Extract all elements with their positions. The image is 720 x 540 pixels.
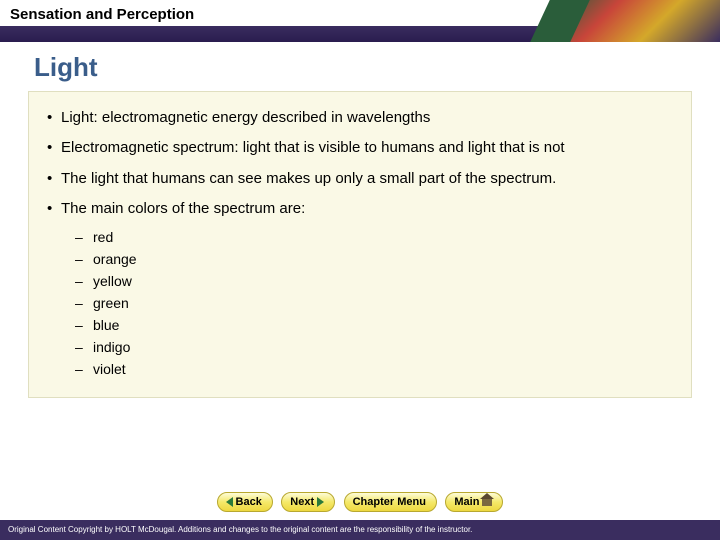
next-label: Next <box>290 496 314 508</box>
header-bar <box>0 26 560 42</box>
bullet-item: Electromagnetic spectrum: light that is … <box>47 138 673 158</box>
chapter-title: Sensation and Perception <box>10 6 194 23</box>
back-label: Back <box>236 496 262 508</box>
slide-header: Sensation and Perception <box>0 0 720 42</box>
nav-bar: Back Next Chapter Menu Main <box>0 492 720 512</box>
color-item: orange <box>75 251 673 267</box>
chapter-menu-button[interactable]: Chapter Menu <box>344 492 437 512</box>
color-item: green <box>75 295 673 311</box>
color-item: indigo <box>75 339 673 355</box>
bullet-item: Light: electromagnetic energy described … <box>47 108 673 128</box>
color-item: red <box>75 229 673 245</box>
slide-title: Light <box>34 52 720 83</box>
color-item: blue <box>75 317 673 333</box>
footer-copyright: Original Content Copyright by HOLT McDou… <box>0 520 720 540</box>
home-icon <box>482 498 492 506</box>
content-panel: Light: electromagnetic energy described … <box>28 91 692 398</box>
header-collage-image <box>560 0 720 42</box>
color-item: violet <box>75 361 673 377</box>
color-list: red orange yellow green blue indigo viol… <box>75 229 673 377</box>
bullet-item: The light that humans can see makes up o… <box>47 169 673 189</box>
main-label: Main <box>454 496 479 508</box>
arrow-right-icon <box>317 497 324 507</box>
next-button[interactable]: Next <box>281 492 335 512</box>
arrow-left-icon <box>226 497 233 507</box>
menu-label: Chapter Menu <box>353 496 426 508</box>
back-button[interactable]: Back <box>217 492 273 512</box>
color-item: yellow <box>75 273 673 289</box>
bullet-item: The main colors of the spectrum are: <box>47 199 673 219</box>
main-button[interactable]: Main <box>445 492 503 512</box>
